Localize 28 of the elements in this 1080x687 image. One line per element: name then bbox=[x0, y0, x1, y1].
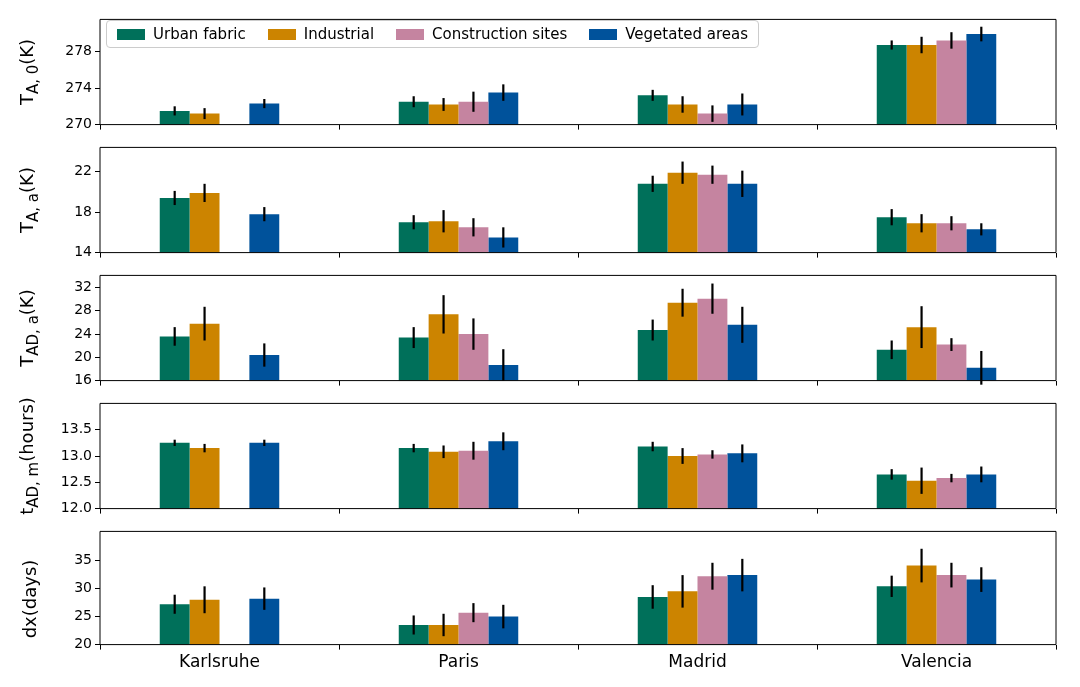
legend-label: Urban fabric bbox=[153, 25, 246, 43]
y-tick-label: 30 bbox=[74, 579, 92, 596]
y-tick-label: 278 bbox=[65, 42, 92, 59]
y-tick-label: 16 bbox=[74, 371, 93, 388]
y-tick-label: 12.5 bbox=[60, 472, 92, 489]
y-tick-label: 20 bbox=[74, 635, 92, 652]
y-tick-label: 13.0 bbox=[60, 446, 92, 463]
legend-label: Industrial bbox=[303, 25, 375, 43]
y-tick-label: 24 bbox=[74, 324, 93, 341]
y-tick-label: 20 bbox=[74, 347, 92, 364]
y-tick-label: 12.0 bbox=[60, 499, 92, 516]
x-tick-label: Valencia bbox=[900, 651, 973, 672]
y-tick-label: 22 bbox=[74, 162, 92, 179]
y-tick-label: 14 bbox=[74, 243, 93, 260]
x-tick-label: Madrid bbox=[668, 651, 727, 672]
y-tick-label: 32 bbox=[74, 278, 92, 295]
y-tick-label: 28 bbox=[74, 301, 92, 318]
y-tick-label: 25 bbox=[74, 607, 92, 624]
x-tick-label: Paris bbox=[438, 651, 479, 672]
y-tick-label: 274 bbox=[65, 78, 93, 95]
legend-label: Vegetated areas bbox=[625, 25, 749, 43]
x-tick-label: Karlsruhe bbox=[179, 651, 260, 672]
y-tick-label: 35 bbox=[74, 551, 92, 568]
y-tick-label: 13.5 bbox=[60, 420, 92, 437]
y-tick-label: 270 bbox=[65, 115, 92, 132]
legend-label: Construction sites bbox=[432, 25, 568, 43]
y-tick-label: 18 bbox=[74, 202, 92, 219]
y-axis-title: dx(days) bbox=[18, 559, 40, 639]
